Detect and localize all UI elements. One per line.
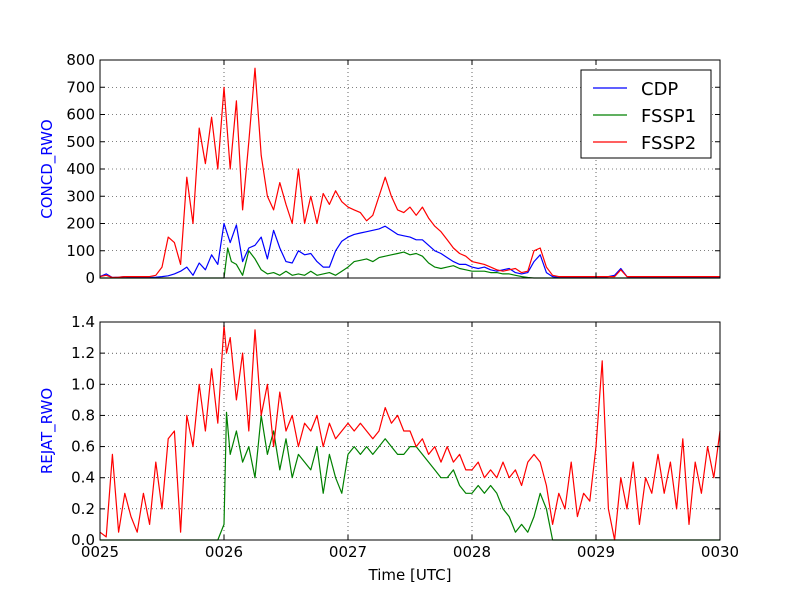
legend-label-fssp1: FSSP1 [641,106,696,127]
x-axis-label: Time [UTC] [368,566,452,584]
y-tick-label: 600 [66,106,95,124]
y-tick-label: 500 [66,133,95,151]
y-tick-label: 0 [85,269,95,287]
y-tick-label: 0.0 [71,531,95,549]
x-tick-label: 0029 [577,543,615,561]
x-tick-label: 0030 [701,543,739,561]
y-tick-label: 300 [66,187,95,205]
y-tick-label: 1.0 [71,375,95,393]
y-tick-label: 0.2 [71,500,95,518]
rejat-ticks: 0.0 0.2 0.4 0.6 0.8 1.0 1.2 1.4 0025 0026 0027 0028… [71,313,739,561]
rejat-panel: 0.0 0.2 0.4 0.6 0.8 1.0 1.2 1.4 0025 0026 0027 0028… [38,313,739,584]
concd-ticks: 0 100 200 300 400 500 600 700 800 [66,51,721,287]
rejat-grid [100,322,720,540]
y-tick-label: 1.2 [71,344,95,362]
legend-label-fssp2: FSSP2 [641,133,696,154]
x-tick-label: 0026 [205,543,243,561]
series-line-fssp1 [100,247,720,279]
series-line-fssp2 [99,324,721,541]
legend-box [580,69,712,159]
x-tick-label: 0028 [453,543,491,561]
concd-series [99,67,720,279]
x-tick-label: 0025 [81,543,119,561]
series-line-fssp2 [99,67,720,279]
rejat-axes-frame [99,321,721,541]
legend: CDP FSSP1 FSSP2 [580,69,712,159]
x-tick-label: 0027 [329,543,367,561]
y-tick-label: 200 [66,215,95,233]
series-line-cdp [99,222,720,279]
legend-label-cdp: CDP [641,79,678,100]
y-tick-label: 700 [66,78,95,96]
y-tick-label: 400 [66,160,95,178]
y-tick-label: 0.8 [71,406,95,424]
rejat-ylabel: REJAT_RWO [38,388,57,474]
concd-ylabel: CONCD_RWO [38,119,57,218]
rejat-series [99,324,721,541]
y-tick-label: 800 [66,51,95,69]
series-line-fssp1 [100,411,720,541]
y-tick-label: 1.4 [71,313,95,331]
concd-panel: 0 100 200 300 400 500 600 700 800 CONCD_RWO CDP F… [38,51,721,287]
y-tick-label: 100 [66,242,95,260]
y-tick-label: 0.6 [71,438,95,456]
y-tick-label: 0.4 [71,469,95,487]
